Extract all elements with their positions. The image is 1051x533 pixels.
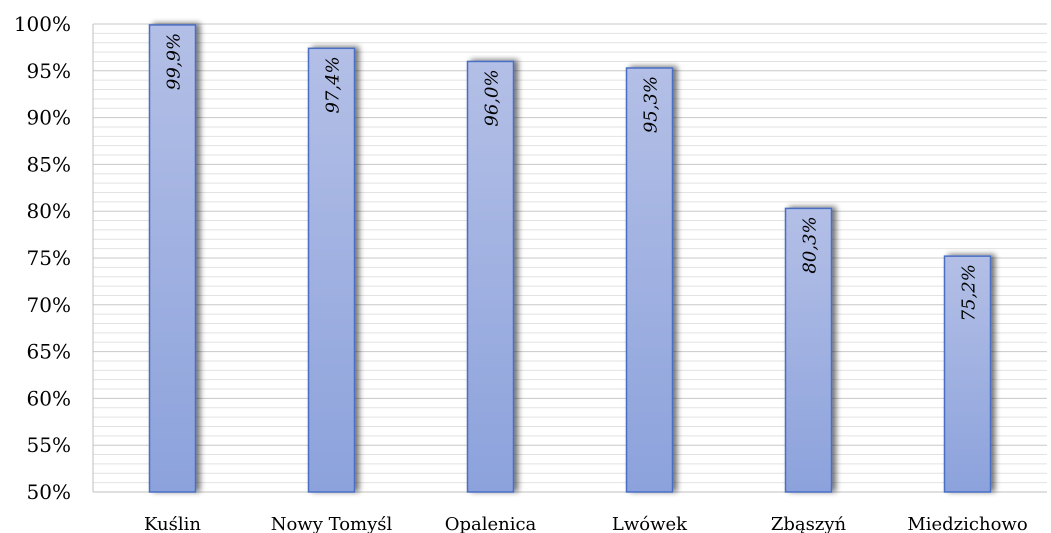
y-tick-label: 75% — [27, 246, 71, 270]
x-category-label: Nowy Tomyśl — [271, 514, 393, 533]
bar-value-label: 96,0% — [482, 69, 503, 126]
bar-value-label: 99,9% — [164, 33, 185, 90]
bar — [784, 207, 833, 493]
bar — [943, 255, 992, 493]
x-category-label: Zbąszyń — [771, 514, 847, 533]
bars — [148, 24, 992, 493]
bar — [148, 24, 197, 493]
labels: 50% 55% 60% 65% 70% 75% 80% 85% 90% 95% 100% 99,9% K… — [14, 12, 1028, 533]
y-tick-label: 90% — [27, 106, 71, 130]
y-tick-label: 60% — [27, 386, 71, 410]
bar — [466, 60, 515, 493]
y-tick-label: 100% — [14, 12, 71, 36]
x-category-label: Kuślin — [144, 514, 201, 533]
x-category-label: Opalenica — [445, 514, 537, 533]
axes — [92, 24, 1047, 493]
bar-value-label: 75,2% — [959, 264, 980, 321]
x-category-label: Lwówek — [612, 514, 688, 533]
gridlines — [93, 23, 1047, 493]
y-tick-label: 85% — [27, 152, 71, 176]
y-tick-label: 50% — [27, 480, 71, 504]
bar — [625, 67, 674, 493]
y-tick-label: 95% — [27, 59, 71, 83]
bar-value-label: 97,4% — [323, 56, 344, 113]
y-tick-label: 70% — [27, 293, 71, 317]
x-category-label: Miedzichowo — [907, 514, 1027, 533]
y-tick-label: 80% — [27, 199, 71, 223]
bar-value-label: 95,3% — [641, 76, 662, 133]
y-tick-label: 55% — [27, 433, 71, 457]
y-tick-label: 65% — [27, 340, 71, 364]
bar — [307, 47, 356, 493]
bar-value-label: 80,3% — [800, 216, 821, 273]
